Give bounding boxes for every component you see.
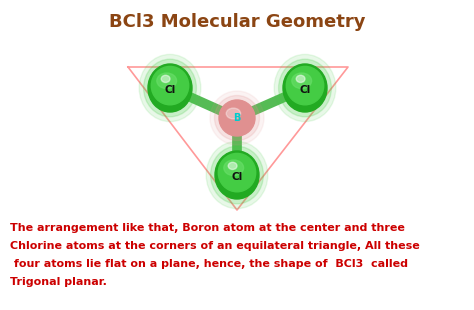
Ellipse shape [226,108,241,119]
Ellipse shape [148,64,192,112]
Ellipse shape [274,54,336,122]
Ellipse shape [279,59,331,117]
Ellipse shape [224,160,244,175]
Text: four atoms lie flat on a plane, hence, the shape of  BCl3  called: four atoms lie flat on a plane, hence, t… [10,259,408,269]
Text: BCl3 Molecular Geometry: BCl3 Molecular Geometry [109,13,365,31]
Ellipse shape [215,95,259,140]
Text: Cl: Cl [164,85,176,95]
Ellipse shape [151,66,189,105]
Ellipse shape [210,146,264,204]
Text: Cl: Cl [231,172,243,182]
Ellipse shape [157,73,177,89]
Ellipse shape [219,100,255,136]
Ellipse shape [296,75,305,82]
Ellipse shape [161,75,170,82]
Ellipse shape [286,66,324,105]
Ellipse shape [219,153,255,192]
Text: Chlorine atoms at the corners of an equilateral triangle, All these: Chlorine atoms at the corners of an equi… [10,241,420,251]
Text: The arrangement like that, Boron atom at the center and three: The arrangement like that, Boron atom at… [10,223,405,233]
Ellipse shape [139,54,201,122]
Text: Cl: Cl [300,85,310,95]
Ellipse shape [210,91,264,145]
Ellipse shape [292,73,311,89]
Ellipse shape [283,64,327,112]
Ellipse shape [206,141,268,209]
Ellipse shape [228,162,237,170]
Ellipse shape [144,59,196,117]
Text: Trigonal planar.: Trigonal planar. [10,277,107,287]
Text: B: B [233,113,241,123]
Ellipse shape [215,151,259,199]
